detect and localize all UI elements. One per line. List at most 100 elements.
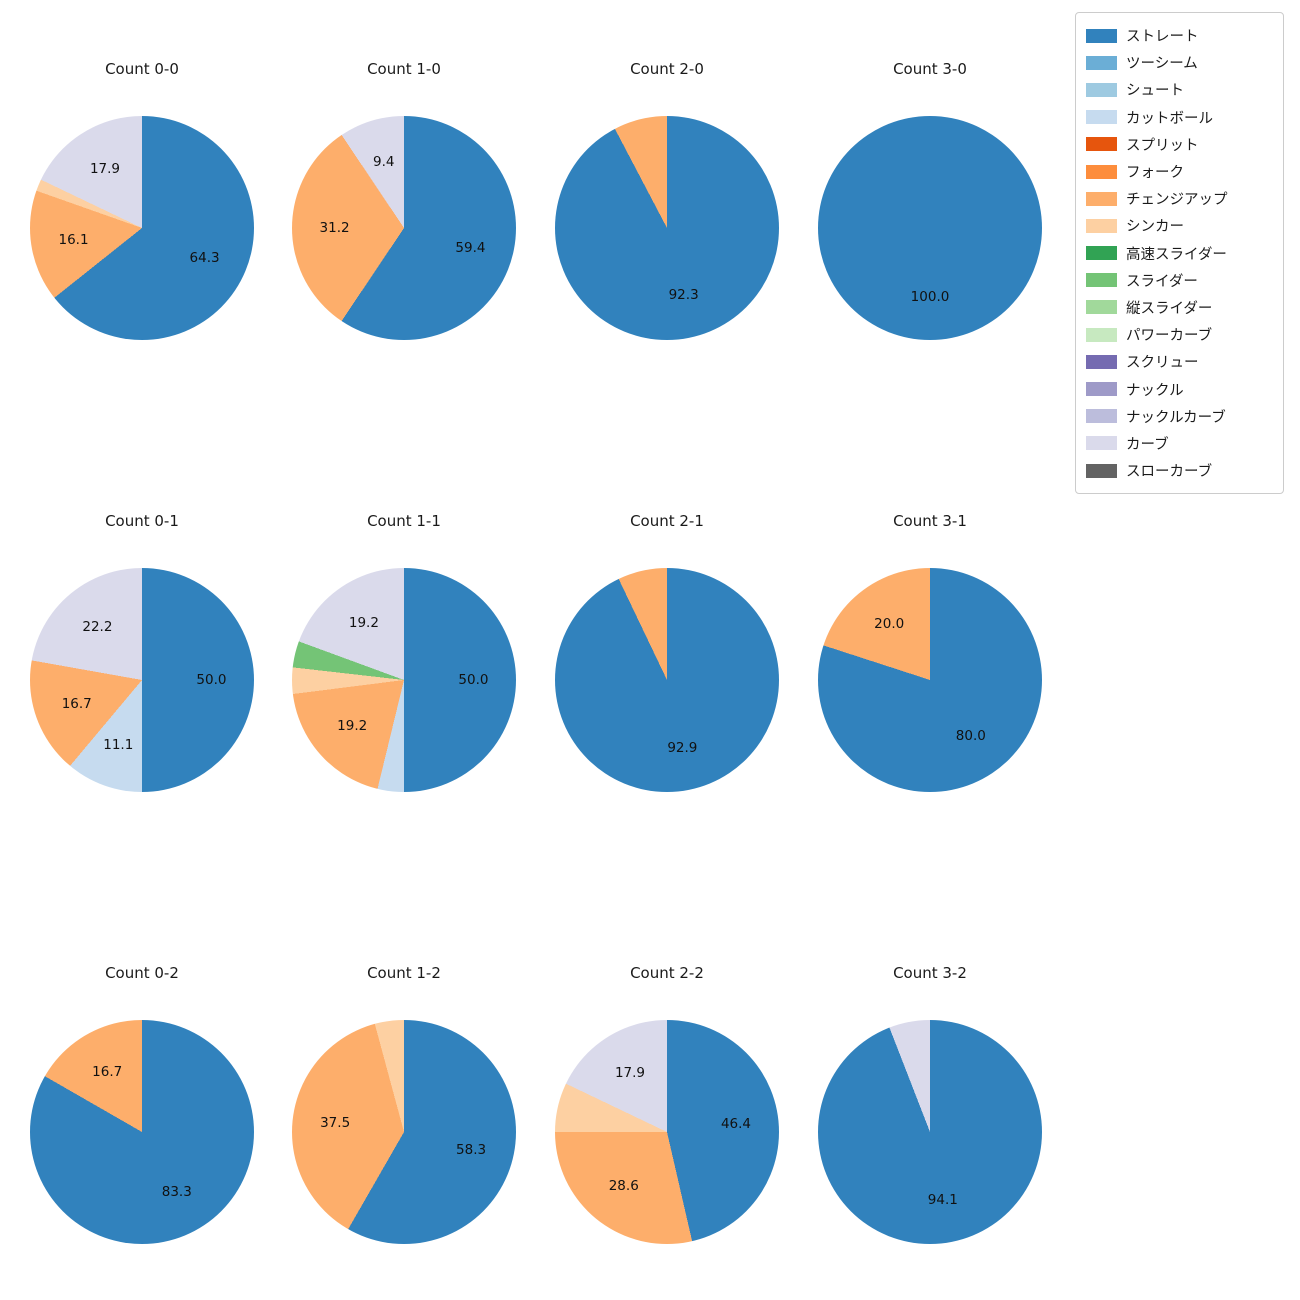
pie-percent-label: 100.0 [910,289,950,306]
pie-percent-label: 37.5 [320,1115,351,1132]
pie-count-3-1 [818,568,1042,792]
legend-item-label: ナックルカーブ [1126,409,1226,426]
legend-color-swatch [1086,137,1117,152]
legend-item-label: 縦スライダー [1126,300,1213,317]
pie-percent-label: 83.3 [161,1184,192,1201]
legend-item: 縦スライダー [1086,294,1273,321]
chart-title-count-1-0: Count 1-0 [367,60,441,78]
pie-percent-label: 80.0 [955,728,986,745]
legend-item-label: パワーカーブ [1126,328,1213,345]
legend-item: ストレート [1086,22,1273,49]
pie-percent-label: 16.7 [61,695,92,712]
pie-percent-label: 9.4 [373,153,395,170]
legend-item: 高速スライダー [1086,240,1273,267]
legend: ストレートツーシームシュートカットボールスプリットフォークチェンジアップ シンカー… [1075,12,1284,495]
legend-color-swatch [1086,110,1117,125]
chart-title-count-3-0: Count 3-0 [893,60,967,78]
pie-percent-label: 22.2 [82,618,113,635]
pie-count-0-2 [30,1020,254,1244]
pie-percent-label: 46.4 [720,1116,752,1133]
legend-item: ナックルカーブ [1086,403,1273,430]
legend-item-label: スローカーブ [1126,464,1213,481]
chart-title-count-0-0: Count 0-0 [105,60,179,78]
pie-percent-label: 92.3 [668,287,699,304]
legend-item-label: 高速スライダー [1126,246,1227,263]
legend-color-swatch [1086,55,1117,70]
pie-percent-label: 17.9 [614,1065,645,1082]
chart-title-count-1-1: Count 1-1 [367,512,441,530]
legend-item: スプリット [1086,131,1273,158]
legend-item: スローカーブ [1086,457,1273,484]
legend-item-label: カーブ [1126,436,1169,453]
legend-item-label: カットボール [1126,110,1213,127]
pie-percent-label: 64.3 [189,250,220,267]
pie-count-3-0 [818,116,1042,340]
chart-title-count-3-1: Count 3-1 [893,512,967,530]
legend-item-label: シンカー [1126,219,1184,236]
pie-count-0-1 [30,568,254,792]
legend-color-swatch [1086,354,1117,369]
legend-item: カーブ [1086,430,1273,457]
legend-color-swatch [1086,164,1117,179]
pie-count-2-1 [555,568,779,792]
pie-count-3-2 [818,1020,1042,1244]
pie-count-2-0 [555,116,779,340]
legend-color-swatch [1086,246,1117,261]
pie-percent-label: 16.7 [92,1063,123,1080]
legend-item: ナックル [1086,375,1273,402]
chart-title-count-1-2: Count 1-2 [367,964,441,982]
legend-item-label: ナックル [1126,382,1184,399]
legend-item-label: シュート [1126,83,1184,100]
legend-item: ツーシーム [1086,49,1273,76]
legend-item: シンカー [1086,212,1273,239]
legend-item-label: ツーシーム [1126,56,1198,73]
pie-percent-label: 28.6 [608,1178,639,1195]
legend-item-label: フォーク [1126,165,1184,182]
legend-color-swatch [1086,382,1117,397]
legend-color-swatch [1086,436,1117,451]
legend-color-swatch [1086,191,1117,206]
legend-item-label: チェンジアップ [1126,192,1228,209]
pie-count-2-2 [555,1020,779,1244]
legend-color-swatch [1086,273,1117,288]
legend-item: チェンジアップ [1086,185,1273,212]
chart-title-count-3-2: Count 3-2 [893,964,967,982]
legend-item-label: スライダー [1126,273,1198,290]
chart-title-count-0-2: Count 0-2 [105,964,179,982]
chart-title-count-2-2: Count 2-2 [630,964,704,982]
pie-percent-label: 19.2 [348,615,379,632]
pie-percent-label: 92.9 [667,739,698,756]
pie-count-1-0 [292,116,516,340]
pie-percent-label: 50.0 [196,672,227,688]
legend-color-swatch [1086,327,1117,342]
pie-count-0-0 [30,116,254,340]
legend-item: カットボール [1086,104,1273,131]
legend-item-label: ストレート [1126,29,1199,46]
legend-color-swatch [1086,300,1117,315]
chart-title-count-2-1: Count 2-1 [630,512,704,530]
pie-percent-label: 17.9 [89,161,120,178]
pie-count-1-1 [292,568,516,792]
chart-title-count-2-0: Count 2-0 [630,60,704,78]
legend-item: パワーカーブ [1086,321,1273,348]
pie-percent-label: 16.1 [58,231,89,248]
chart-title-count-0-1: Count 0-1 [105,512,179,530]
pie-percent-label: 50.0 [458,672,489,688]
legend-item-label: スクリュー [1126,355,1199,372]
pie-percent-label: 59.4 [455,240,486,257]
pie-percent-label: 31.2 [319,220,350,236]
legend-color-swatch [1086,409,1117,424]
legend-color-swatch [1086,218,1117,233]
legend-color-swatch [1086,463,1117,478]
pie-percent-label: 94.1 [927,1192,958,1209]
legend-color-swatch [1086,28,1117,43]
pie-percent-label: 20.0 [874,615,905,632]
legend-item: スライダー [1086,267,1273,294]
pie-percent-label: 11.1 [103,737,134,754]
legend-item: シュート [1086,76,1273,103]
legend-item: スクリュー [1086,348,1273,375]
pie-percent-label: 58.3 [456,1141,487,1158]
pie-percent-label: 19.2 [337,718,368,735]
legend-color-swatch [1086,82,1117,97]
